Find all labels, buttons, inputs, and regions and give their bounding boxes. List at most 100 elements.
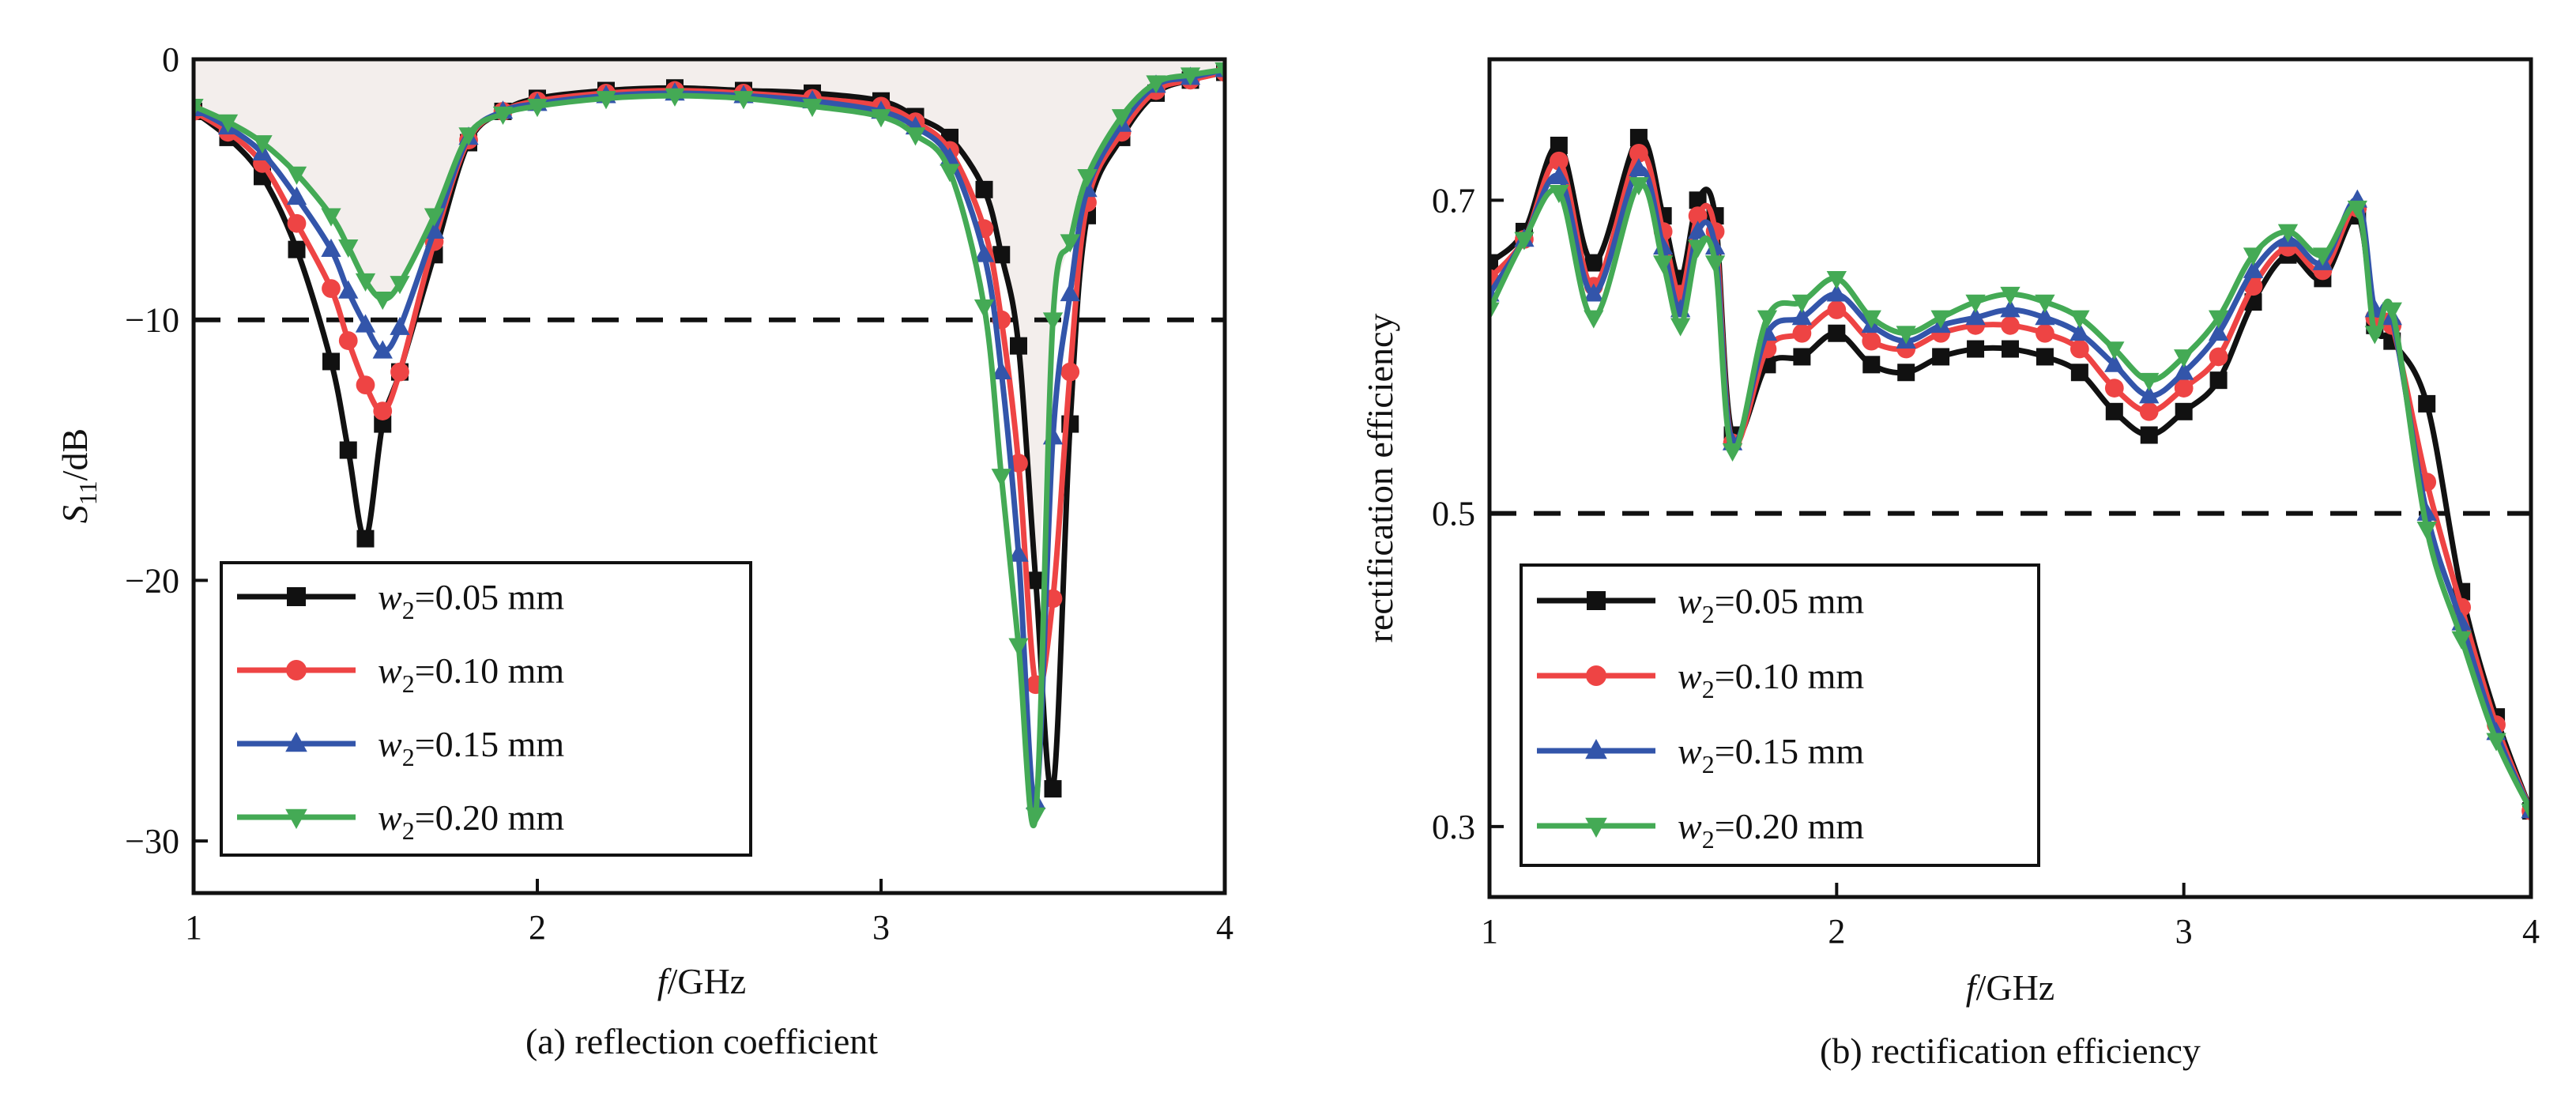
data-point — [1550, 136, 1568, 154]
data-point — [355, 273, 376, 292]
legend-label: w2=0.10 mm — [1678, 656, 1864, 703]
caption: (b) rectification efficiency — [1820, 1031, 2201, 1071]
caption: (a) reflection coefficient — [525, 1021, 878, 1061]
data-point — [1026, 571, 1045, 590]
data-point — [1008, 543, 1029, 562]
data-point — [1826, 271, 1847, 290]
legend-marker — [285, 808, 307, 829]
data-point — [2069, 339, 2089, 359]
data-point — [1549, 185, 1569, 204]
data-point — [2070, 364, 2088, 382]
y-tick-label: −10 — [125, 301, 179, 340]
data-point — [1862, 356, 1881, 374]
data-point — [1896, 326, 1916, 345]
data-point — [1584, 310, 1604, 329]
data-point — [2243, 247, 2264, 266]
data-point — [424, 220, 445, 239]
x-tick-label: 1 — [1481, 912, 1498, 951]
data-point — [2036, 348, 2054, 366]
data-point — [2000, 286, 2021, 305]
data-point — [1629, 157, 1649, 177]
legend-marker — [1586, 665, 1606, 686]
data-point — [1965, 294, 1986, 313]
legend-label: w2=0.15 mm — [1678, 731, 1864, 778]
panel-reflection-coefficient: 1 2 3 4 0 −10 −20 −30 f/GHz S11/dB (a) reflect… — [55, 40, 1233, 1061]
data-point — [2175, 402, 2193, 420]
data-point — [372, 340, 393, 359]
data-point — [1965, 307, 1986, 326]
x-tick-label: 1 — [185, 908, 202, 947]
x-tick-label: 2 — [529, 908, 546, 947]
data-point — [665, 88, 685, 107]
x-tick-label: 4 — [2522, 912, 2540, 951]
data-point — [373, 401, 393, 420]
data-point — [2451, 631, 2472, 650]
data-point — [1826, 283, 1847, 302]
x-axis-label: f/GHz — [657, 961, 746, 1001]
data-point — [975, 180, 993, 198]
data-point — [1861, 310, 1881, 329]
data-point — [2001, 315, 2020, 335]
data-point — [2139, 385, 2160, 404]
data-point — [322, 352, 340, 371]
data-point — [321, 208, 341, 227]
x-tick-label: 3 — [2175, 912, 2193, 951]
data-point — [596, 91, 616, 110]
data-point — [1549, 151, 1569, 171]
data-point — [1828, 324, 1846, 342]
panel-rectification-efficiency: 1 2 3 4 0.3 0.5 0.7 f/GHz rectification effic… — [1360, 57, 2540, 1071]
data-point — [1932, 348, 1950, 366]
data-point — [1584, 283, 1604, 302]
y-axis-ticks: 0.3 0.5 0.7 — [1432, 181, 1504, 846]
data-point — [2000, 299, 2021, 318]
data-point — [1489, 283, 1500, 302]
data-point — [1670, 318, 1691, 337]
data-point — [1687, 220, 1708, 239]
data-point — [356, 530, 375, 548]
data-point — [1722, 443, 1743, 462]
data-point — [2104, 341, 2125, 360]
data-point — [1060, 362, 1080, 382]
data-point — [288, 240, 306, 258]
data-point — [1026, 807, 1046, 826]
data-point — [2486, 733, 2506, 752]
legend-label: w2=0.10 mm — [378, 650, 564, 698]
legend-marker — [1585, 739, 1607, 759]
data-point — [322, 279, 341, 299]
legend-marker — [285, 732, 307, 752]
data-point — [286, 186, 307, 205]
data-point — [252, 135, 273, 154]
y-tick-label: 0.3 — [1432, 808, 1475, 846]
data-point — [1008, 638, 1029, 657]
data-point — [1791, 307, 1813, 326]
data-point — [2035, 307, 2055, 326]
data-point — [1930, 310, 1951, 329]
data-point — [321, 238, 341, 258]
data-point — [2208, 322, 2229, 341]
y-axis-label: rectification efficiency — [1360, 314, 1400, 643]
data-point — [2209, 347, 2228, 367]
legend-box — [220, 561, 752, 857]
data-point — [2418, 394, 2436, 413]
legend-label: w2=0.20 mm — [378, 797, 564, 845]
y-tick-label: −20 — [125, 561, 179, 600]
data-point — [1629, 129, 1648, 147]
legend-marker — [286, 660, 307, 680]
legend-label: w2=0.20 mm — [1678, 806, 1864, 854]
data-point — [1489, 302, 1500, 321]
data-point — [2174, 361, 2194, 380]
data-point — [424, 208, 445, 227]
data-point — [991, 360, 1011, 379]
data-point — [2521, 803, 2531, 822]
legend-marker — [287, 587, 306, 606]
data-point — [1060, 234, 1080, 253]
legend-marker — [1587, 591, 1606, 610]
data-point — [2139, 401, 2159, 421]
data-point — [2416, 522, 2437, 541]
y-tick-label: 0.7 — [1432, 181, 1475, 220]
data-point — [286, 166, 307, 185]
data-point — [1215, 62, 1225, 81]
data-point — [1077, 169, 1098, 188]
data-point — [2382, 302, 2402, 321]
series-line-1 — [194, 70, 1225, 794]
